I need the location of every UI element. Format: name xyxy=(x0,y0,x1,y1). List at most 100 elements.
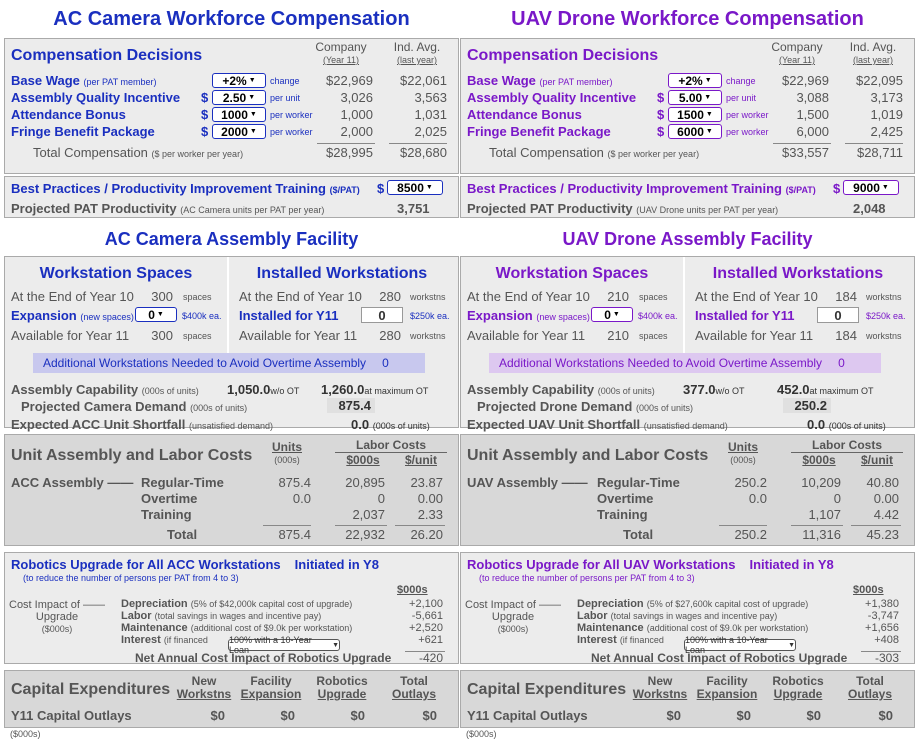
comp-row-label: Base Wage (per PAT member) xyxy=(467,73,613,88)
comp-row-select[interactable]: 1500 ▼ xyxy=(668,107,722,122)
comp-row-select[interactable]: 6000 ▼ xyxy=(668,124,722,139)
capability-max-ot: 1,260.0at maximum OT xyxy=(321,382,429,397)
robotics-upgrade-header: Robotics Upgrade xyxy=(316,674,368,701)
finance-select[interactable]: 100% with a 10-Year Loan ▼ xyxy=(684,635,796,655)
ac-column: AC Camera Workforce Compensation Compens… xyxy=(4,0,459,739)
new-workstns-header: New Workstns xyxy=(632,674,688,701)
capex-heading: Capital Expenditures xyxy=(467,681,627,698)
capex-panel: Capital Expenditures New Workstns Facilit… xyxy=(4,670,459,728)
demand-value: 875.4 xyxy=(327,398,375,413)
installed-y11-input[interactable]: 0 xyxy=(361,307,403,323)
compensation-panel: Compensation Decisions Company (Year 11) … xyxy=(4,38,459,174)
comp-row-label: Fringe Benefit Package xyxy=(11,124,155,139)
labor-costs-header: Labor Costs xyxy=(791,438,903,453)
installed-y11-label: Installed for Y11 xyxy=(695,308,795,323)
labor-row-units: 250.2 xyxy=(734,475,767,490)
comp-row-select[interactable]: 2.50 ▼ xyxy=(212,90,266,105)
k-header: $000s xyxy=(346,453,380,467)
training-select[interactable]: 8500 ▼ xyxy=(387,180,443,195)
comp-row-avg: 3,173 xyxy=(870,90,903,105)
training-select[interactable]: 9000 ▼ xyxy=(843,180,899,195)
expansion-select[interactable]: 0 ▼ xyxy=(135,307,177,322)
end-year-label: At the End of Year 10 xyxy=(467,289,590,304)
demand-value: 250.2 xyxy=(783,398,831,413)
labor-row-label: Training xyxy=(141,507,192,522)
training-label: Best Practices / Productivity Improvemen… xyxy=(11,181,360,196)
pat-label: Projected PAT Productivity (UAV Drone un… xyxy=(467,201,779,216)
comp-row-unit: change xyxy=(270,76,300,86)
comp-row-select[interactable]: 2000 ▼ xyxy=(212,124,266,139)
cost-impact-label: Cost Impact of —— Upgrade ($000s) xyxy=(9,599,105,634)
expansion-label: Expansion (new spaces) xyxy=(467,308,590,323)
comp-row-select[interactable]: 1000 ▼ xyxy=(212,107,266,122)
net-impact-value: -420 xyxy=(418,651,443,665)
end-installed: 184 xyxy=(835,289,857,304)
comp-row-prefix: $ xyxy=(657,90,665,105)
expansion-select[interactable]: 0 ▼ xyxy=(591,307,633,322)
end-installed: 280 xyxy=(379,289,401,304)
comp-row-avg: 2,025 xyxy=(414,124,447,139)
comp-row-label: Fringe Benefit Package xyxy=(467,124,611,139)
comp-row-company: 2,000 xyxy=(340,124,373,139)
comp-row-unit: per worker xyxy=(726,127,769,137)
comp-row-label: Assembly Quality Incentive xyxy=(11,90,181,105)
finance-select[interactable]: 100% with a 10-Year Loan ▼ xyxy=(228,635,340,655)
workstation-spaces-heading: Workstation Spaces xyxy=(39,265,193,282)
net-impact-label: Net Annual Cost Impact of Robotics Upgra… xyxy=(591,651,848,665)
total-comp-avg: $28,680 xyxy=(400,145,447,160)
available-label: Available for Year 11 xyxy=(11,328,130,343)
industry-avg-col-header: Ind. Avg. (last year) xyxy=(849,40,897,65)
capex-facility: $0 xyxy=(736,708,751,723)
capex-new-workstns: $0 xyxy=(666,708,681,723)
shortfall-label: Expected UAV Unit Shortfall (unsatisfied… xyxy=(467,417,728,432)
training-panel: Best Practices / Productivity Improvemen… xyxy=(4,176,459,218)
installed-y11-label: Installed for Y11 xyxy=(239,308,339,323)
facility-expansion-header: Facility Expansion xyxy=(696,674,758,701)
labor-total-label: Total xyxy=(167,527,198,542)
comp-row-select[interactable]: +2% ▼ xyxy=(212,73,266,88)
labor-heading: Unit Assembly and Labor Costs xyxy=(11,447,253,464)
labor-total-units: 250.2 xyxy=(734,527,767,542)
net-impact-value: -303 xyxy=(874,651,899,665)
facility-title: AC Camera Assembly Facility xyxy=(104,228,359,249)
labor-row-k: 10,209 xyxy=(801,475,841,490)
labor-row-k: 0 xyxy=(833,491,841,506)
units-header: Units (000s) xyxy=(272,440,302,465)
comp-row-select[interactable]: +2% ▼ xyxy=(668,73,722,88)
new-workstns-header: New Workstns xyxy=(176,674,232,701)
total-comp-company: $33,557 xyxy=(782,145,829,160)
facility-panel: Workstation Spaces Installed Workstation… xyxy=(460,256,915,432)
labor-total-k: 11,316 xyxy=(802,527,841,542)
robotics-row-label: Depreciation (5% of $42,000k capital cos… xyxy=(121,598,353,610)
labor-row-units: 875.4 xyxy=(278,475,311,490)
capability-max-ot: 452.0at maximum OT xyxy=(777,382,874,397)
expansion-cost: $400k ea. xyxy=(182,311,222,321)
compensation-panel: Compensation Decisions Company (Year 11) … xyxy=(460,38,915,174)
installed-y11-input[interactable]: 0 xyxy=(817,307,859,323)
robotics-row-label: Interest (if financed xyxy=(121,634,208,646)
robotics-row-value: +408 xyxy=(874,634,899,646)
robotics-row-value: +2,520 xyxy=(409,622,443,634)
section-title: UAV Drone Workforce Compensation xyxy=(511,7,864,30)
labor-row-label: Training xyxy=(597,507,648,522)
facility-expansion-header: Facility Expansion xyxy=(240,674,302,701)
robotics-panel: Robotics Upgrade for All ACC Workstation… xyxy=(4,552,459,665)
end-spaces: 210 xyxy=(607,289,629,304)
shortfall-value: 0.0 (000s of units) xyxy=(351,417,430,432)
installed-workstations-heading: Installed Workstations xyxy=(256,265,428,282)
labor-cost-panel: Unit Assembly and Labor Costs Units (000s… xyxy=(4,434,459,546)
additional-workstations-bar: Additional Workstations Needed to Avoid … xyxy=(489,353,881,373)
labor-row-pu: 2.33 xyxy=(417,507,443,522)
robotics-row-label: Interest (if financed xyxy=(577,634,664,646)
facility-title: UAV Drone Assembly Facility xyxy=(562,228,813,249)
robotics-row-value: +621 xyxy=(418,634,443,646)
k-header: $000s xyxy=(802,453,836,467)
total-outlays-header: Total Outlays xyxy=(847,674,892,701)
company-col-header: Company (Year 11) xyxy=(771,40,823,65)
comp-row-select[interactable]: 5.00 ▼ xyxy=(668,90,722,105)
compensation-heading: Compensation Decisions xyxy=(11,47,203,64)
labor-row-label: Overtime xyxy=(597,491,654,506)
labor-row-k: 1,107 xyxy=(808,507,841,522)
comp-row-label: Attendance Bonus xyxy=(11,107,126,122)
capability-wo-ot: 1,050.0w/o OT xyxy=(227,382,300,397)
